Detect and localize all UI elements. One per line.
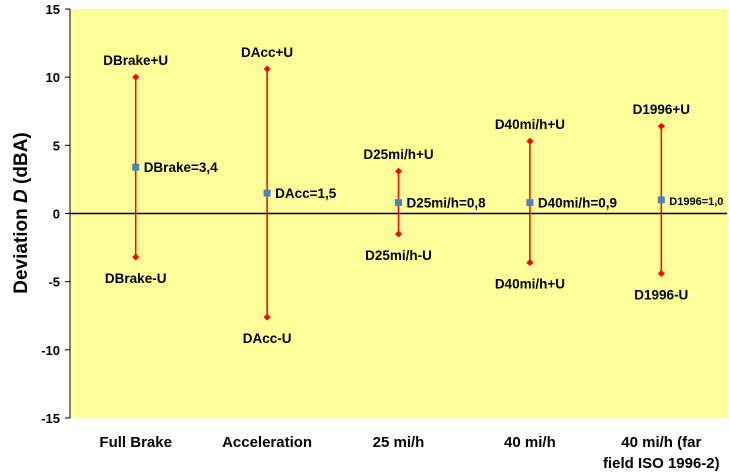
category-label: 40 mi/h	[504, 434, 556, 451]
upper-bound-label: DAcc+U	[241, 45, 293, 60]
y-axis-label-suffix: (dBA)	[11, 132, 32, 189]
lower-bound-marker	[263, 313, 271, 321]
y-tick-label: -5	[48, 275, 60, 290]
y-tick-label: -10	[41, 343, 60, 358]
x-axis: Full Brake Acceleration 25 mi/h 40 mi/h 40 m…	[99, 434, 719, 472]
category-label: Full Brake	[99, 434, 172, 451]
series-group: DBrake+U DBrake-U DBrake=3,4 DAcc+U DAcc-U DA…	[103, 45, 723, 346]
lower-bound-label: DAcc-U	[243, 331, 292, 346]
upper-bound-label: D25mi/h+U	[363, 147, 433, 162]
mean-marker	[395, 199, 402, 207]
lower-bound-label: D1996-U	[634, 287, 688, 302]
y-axis: -15 -10 -5 0 5 10 15	[41, 2, 70, 426]
mean-label: D25mi/h=0,8	[407, 196, 487, 211]
lower-bound-marker	[657, 269, 665, 277]
y-axis-label-symbol: D	[11, 189, 32, 203]
y-tick-label: -15	[41, 411, 60, 426]
y-tick-label: 15	[46, 2, 60, 17]
mean-marker	[526, 199, 534, 207]
lower-bound-label: DBrake-U	[105, 271, 167, 286]
mean-label: DAcc=1,5	[275, 186, 337, 201]
upper-bound-marker	[132, 73, 140, 81]
y-axis-label-prefix: Deviation	[11, 203, 32, 294]
mean-label: D1996=1,0	[669, 196, 723, 208]
category-label: field ISO 1996-2)	[603, 455, 720, 472]
category-label: 25 mi/h	[373, 434, 425, 451]
mean-label: D40mi/h=0,9	[538, 196, 617, 211]
upper-bound-label: D1996+U	[633, 102, 690, 117]
lower-bound-label: D25mi/h-U	[365, 248, 432, 263]
lower-bound-marker	[395, 230, 402, 238]
category-label: 40 mi/h (far	[621, 434, 701, 451]
lower-bound-marker	[526, 259, 534, 267]
category-label: Acceleration	[222, 434, 312, 451]
y-axis-label: Deviation D (dBA)	[11, 132, 32, 294]
upper-bound-label: D40mi/h+U	[495, 117, 565, 132]
mean-marker	[263, 189, 271, 197]
upper-bound-marker	[657, 122, 665, 130]
mean-label: DBrake=3,4	[144, 160, 218, 175]
y-tick-label: 0	[53, 207, 60, 222]
mean-marker	[132, 163, 140, 171]
upper-bound-marker	[263, 65, 271, 73]
y-tick-label: 10	[46, 70, 60, 85]
lower-bound-marker	[132, 253, 140, 261]
upper-bound-marker	[395, 167, 402, 175]
y-tick-label: 5	[53, 138, 60, 153]
upper-bound-label: DBrake+U	[103, 53, 168, 68]
lower-bound-label: D40mi/h+U	[495, 277, 565, 292]
mean-marker	[657, 196, 665, 204]
upper-bound-marker	[526, 137, 534, 145]
